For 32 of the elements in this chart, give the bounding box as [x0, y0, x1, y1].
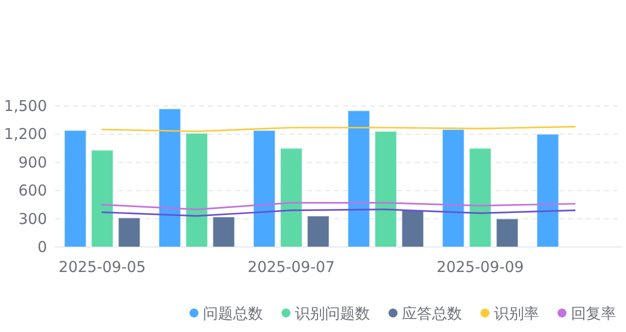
- bar: [212, 216, 236, 248]
- bar: [158, 108, 182, 248]
- bar: [306, 215, 330, 248]
- y-tick-label: 900: [18, 153, 47, 172]
- y-tick-label: 0: [37, 238, 47, 256]
- y-tick-label: 1,200: [4, 125, 47, 144]
- y-tick-label: 300: [18, 210, 47, 228]
- legend-label: 问题总数: [203, 304, 263, 322]
- bar: [496, 218, 519, 248]
- bar: [118, 217, 141, 248]
- x-tick-label: 2025-09-07: [248, 258, 335, 276]
- legend-label: 应答总数: [402, 304, 462, 322]
- legend-label: 识别率: [494, 304, 539, 322]
- bar: [468, 148, 492, 248]
- bar: [185, 132, 208, 248]
- bar: [90, 150, 114, 248]
- line-series: [101, 202, 576, 210]
- y-tick-label: 1,500: [4, 97, 47, 115]
- y-tick-label: 600: [18, 182, 47, 200]
- x-tick-label: 2025-09-05: [58, 258, 146, 276]
- bar: [64, 130, 87, 248]
- bar: [252, 130, 276, 248]
- x-tick-label: 2025-09-09: [436, 258, 524, 276]
- bar: [374, 130, 398, 248]
- legend-label: 回复率: [571, 304, 616, 322]
- bar: [401, 210, 424, 248]
- bar: [442, 129, 465, 248]
- legend-label: 识别问题数: [295, 304, 370, 322]
- bar: [536, 134, 560, 248]
- bar: [280, 148, 303, 248]
- bar: [347, 110, 370, 248]
- line-series: [101, 208, 576, 217]
